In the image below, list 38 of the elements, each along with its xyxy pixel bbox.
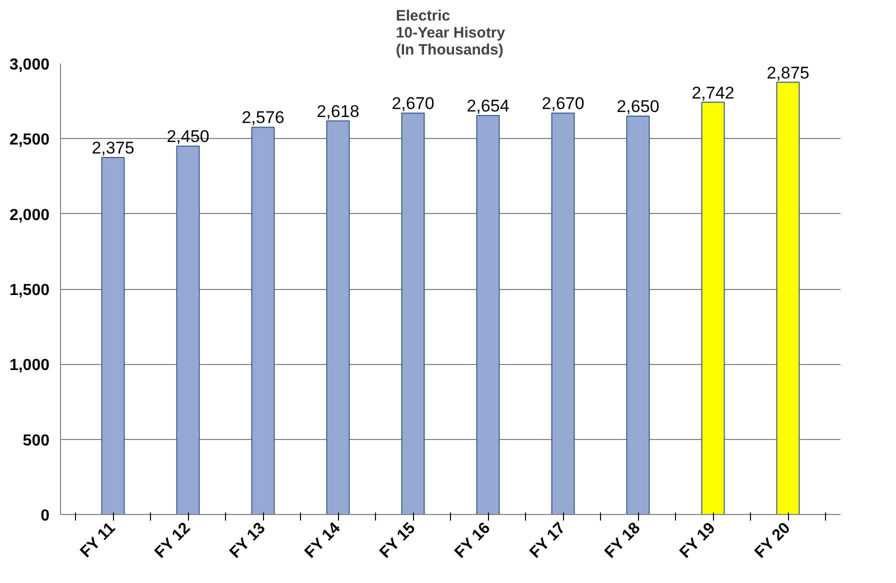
- x-tick-label: FY 15: [376, 520, 419, 562]
- y-tick-label: 1,500: [9, 282, 50, 299]
- x-tick-label: FY 19: [676, 520, 719, 562]
- data-label: 2,654: [466, 96, 510, 116]
- y-tick-label: 2,500: [9, 132, 50, 149]
- x-tick-label: FY 13: [226, 520, 269, 562]
- y-tick-label: 3,000: [9, 56, 50, 74]
- chart-title: Electric 10-Year Hisotry (In Thousands): [396, 8, 506, 58]
- y-tick-label: 500: [22, 432, 50, 450]
- x-tick-label: FY 20: [752, 520, 794, 562]
- x-tick-label: FY 12: [152, 520, 194, 562]
- data-label: 2,576: [242, 108, 284, 128]
- y-tick-label: 2,000: [9, 206, 50, 224]
- data-label: 2,875: [766, 63, 810, 82]
- bar: [251, 126, 275, 514]
- data-label: 2,670: [392, 94, 434, 114]
- data-label: 2,450: [166, 127, 210, 146]
- bar: [776, 82, 800, 514]
- data-label: 2,742: [692, 83, 734, 102]
- bar: [101, 156, 125, 514]
- data-label: 2,375: [92, 138, 134, 158]
- y-tick-label: 0: [40, 508, 50, 524]
- bar: [476, 115, 500, 514]
- bar: [551, 112, 575, 514]
- x-tick-label: FY 14: [302, 520, 344, 562]
- bar: [401, 112, 425, 514]
- y-tick-label: 1,000: [9, 357, 50, 374]
- data-label: 2,670: [542, 94, 584, 114]
- bar: [176, 146, 200, 514]
- x-tick-label: FY 17: [526, 520, 569, 562]
- bar: [326, 120, 350, 514]
- data-label: 2,650: [616, 97, 660, 116]
- bar: [626, 116, 650, 514]
- x-tick-label: FY 16: [452, 520, 494, 562]
- data-label: 2,618: [316, 102, 360, 121]
- x-tick-label: FY 18: [602, 520, 644, 562]
- x-tick-label: FY 11: [77, 520, 119, 562]
- bar: [701, 102, 725, 514]
